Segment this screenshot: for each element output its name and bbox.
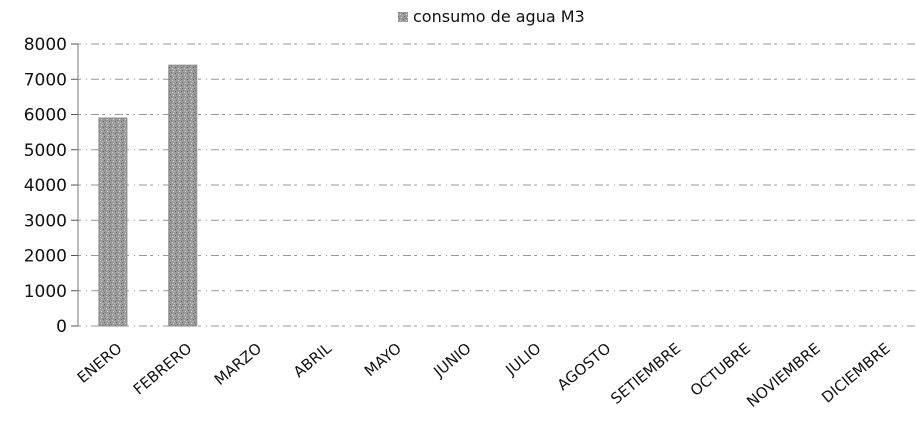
y-tick-label: 6000	[24, 106, 67, 126]
legend: consumo de agua M3	[398, 7, 585, 26]
y-tick-label: 2000	[24, 247, 67, 267]
y-axis: 0 1000 2000 3000 4000 5000 6000 7000 8000	[24, 35, 79, 337]
x-tick-label: FEBRERO	[130, 339, 196, 398]
y-tick-label: 7000	[24, 70, 67, 90]
x-tick-label: OCTUBRE	[687, 339, 754, 399]
y-tick-label: 1000	[24, 282, 67, 302]
x-tick-label: ENERO	[74, 339, 126, 386]
x-tick-label: NOVIEMBRE	[743, 339, 824, 411]
legend-label: consumo de agua M3	[413, 7, 585, 26]
y-tick-label: 8000	[24, 35, 67, 55]
x-tick-label: ABRIL	[290, 339, 336, 381]
bars	[98, 64, 198, 327]
legend-swatch	[398, 12, 408, 22]
bar	[168, 64, 198, 327]
x-axis: ENERO FEBRERO MARZO ABRIL MAYO JUNIO JULIO AGOS…	[74, 339, 894, 411]
x-tick-label: JULIO	[502, 339, 545, 379]
bar	[98, 117, 128, 327]
grid	[78, 43, 916, 327]
y-tick-label: 4000	[24, 176, 67, 196]
x-tick-label: MARZO	[211, 339, 265, 389]
x-tick-label: JUNIO	[429, 339, 474, 381]
x-tick-label: SETIEMBRE	[607, 339, 684, 408]
x-tick-label: DICIEMBRE	[818, 339, 894, 406]
y-tick-label: 0	[56, 317, 67, 337]
x-tick-label: MAYO	[361, 339, 405, 380]
y-tick-label: 3000	[24, 211, 67, 231]
y-tick-label: 5000	[24, 141, 67, 161]
x-tick-label: AGOSTO	[554, 339, 615, 394]
